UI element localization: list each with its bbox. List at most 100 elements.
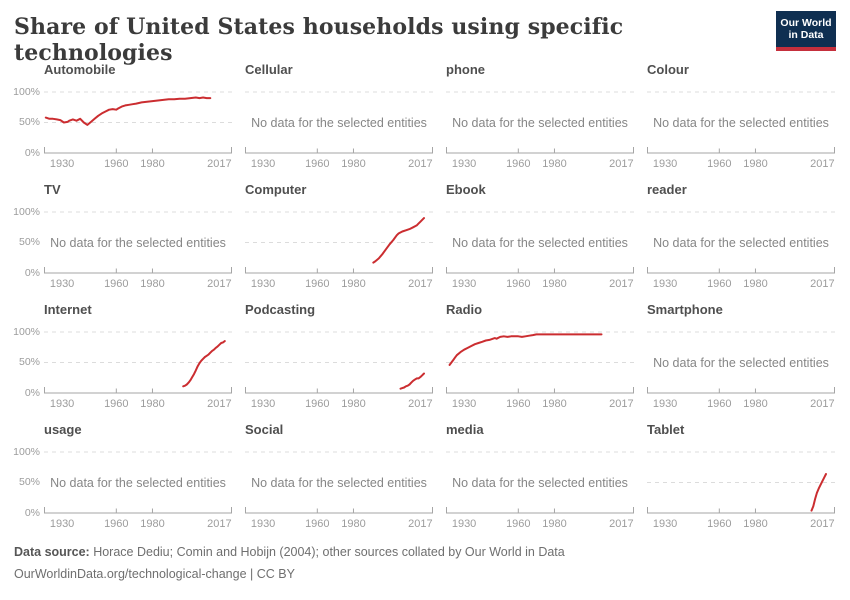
facet-title: Radio (446, 302, 483, 317)
facet-panel-radio: Radio 1930 1960 1980 2017 (446, 302, 634, 422)
empty-chart: 1930 1960 1980 2017 No data for the selected… (44, 211, 232, 290)
x-axis-label: 2017 (810, 278, 834, 290)
x-axis-label: 1980 (341, 518, 365, 530)
x-axis-label: 1980 (341, 158, 365, 170)
x-axis-label: 1960 (506, 398, 530, 410)
data-source-line: Data source: Horace Dediu; Comin and Hob… (14, 541, 565, 563)
no-data-message: No data for the selected entities (452, 236, 628, 250)
facet-title: reader (647, 182, 687, 197)
facet-title: Internet (44, 302, 92, 317)
facet-title: Cellular (245, 62, 293, 77)
facet-panel-computer: Computer 1930 1960 1980 2017 (245, 182, 433, 302)
small-multiples-grid: Automobile 100% 50% 0% 1930 1960 1980 2017 Cellu… (13, 62, 835, 542)
line-chart: 1930 1960 1980 2017 (446, 331, 634, 410)
x-axis-label: 1960 (707, 278, 731, 290)
y-axis-label: 50% (18, 476, 40, 488)
x-axis-label: 1980 (542, 278, 566, 290)
y-axis-label: 100% (13, 325, 40, 338)
x-axis-label: 1960 (506, 158, 530, 170)
x-axis-label: 2017 (207, 398, 231, 410)
y-axis-label: 100% (13, 85, 40, 98)
no-data-message: No data for the selected entities (50, 476, 226, 490)
y-axis-label: 50% (18, 236, 40, 248)
data-line (448, 333, 603, 366)
x-axis-label: 1980 (743, 398, 767, 410)
x-axis-label: 1930 (50, 518, 74, 530)
x-axis-label: 1960 (707, 398, 731, 410)
facet-panel-media: media 1930 1960 1980 2017 No data for the sel… (446, 422, 634, 542)
owid-logo-line2: in Data (788, 29, 824, 41)
x-axis-label: 1930 (251, 158, 275, 170)
x-axis-label: 1930 (452, 158, 476, 170)
x-axis-label: 1960 (104, 278, 128, 290)
data-line (44, 96, 212, 126)
x-axis-label: 1960 (506, 518, 530, 530)
line-chart: 1930 1960 1980 2017 (647, 451, 835, 530)
x-axis-label: 1980 (341, 398, 365, 410)
facet-title: Computer (245, 182, 307, 197)
x-axis-label: 1980 (140, 518, 164, 530)
line-chart: 1930 1960 1980 2017 (245, 331, 433, 410)
facet-panel-usage: usage 100% 50% 0% 1930 1960 1980 2017 No data fo… (13, 422, 232, 542)
line-chart: 1930 1960 1980 2017 (44, 331, 232, 410)
license-line: OurWorldinData.org/technological-change … (14, 567, 295, 581)
empty-chart: 1930 1960 1980 2017 No data for the selected… (647, 91, 835, 170)
x-axis-label: 2017 (207, 158, 231, 170)
x-axis-label: 1960 (104, 398, 128, 410)
facet-panel-tablet: Tablet 1930 1960 1980 2017 (647, 422, 835, 542)
x-axis-label: 1980 (743, 158, 767, 170)
no-data-message: No data for the selected entities (251, 476, 427, 490)
x-axis-label: 1960 (305, 158, 329, 170)
no-data-message: No data for the selected entities (653, 116, 829, 130)
chart-footer: Data source: Horace Dediu; Comin and Hob… (14, 541, 565, 585)
no-data-message: No data for the selected entities (452, 476, 628, 490)
x-axis-label: 1930 (452, 398, 476, 410)
facet-panel-cellular: Cellular 1930 1960 1980 2017 No data for the … (245, 62, 433, 182)
empty-chart: 1930 1960 1980 2017 No data for the selected… (647, 331, 835, 410)
x-axis-label: 2017 (207, 518, 231, 530)
x-axis-label: 1960 (305, 278, 329, 290)
facet-panel-colour: Colour 1930 1960 1980 2017 No data for the se… (647, 62, 835, 182)
facet-title: phone (446, 62, 485, 77)
x-axis-label: 1960 (707, 518, 731, 530)
x-axis-label: 1960 (104, 158, 128, 170)
data-source-label: Data source: (14, 545, 90, 559)
facet-panel-automobile: Automobile 100% 50% 0% 1930 1960 1980 2017 (13, 62, 232, 182)
line-chart: 1930 1960 1980 2017 (44, 91, 232, 170)
x-axis-label: 2017 (810, 518, 834, 530)
facet-title: Podcasting (245, 302, 316, 317)
y-axis-label: 0% (24, 266, 40, 279)
x-axis-label: 2017 (207, 278, 231, 290)
x-axis-label: 1960 (707, 158, 731, 170)
x-axis-label: 1980 (542, 518, 566, 530)
facet-title: Smartphone (647, 302, 723, 317)
x-axis-label: 2017 (408, 518, 432, 530)
empty-chart: 1930 1960 1980 2017 No data for the selected… (446, 91, 634, 170)
facet-panel-ebook: Ebook 1930 1960 1980 2017 No data for the sel… (446, 182, 634, 302)
x-axis-label: 2017 (408, 398, 432, 410)
facet-panel-internet: Internet 100% 50% 0% 1930 1960 1980 2017 (13, 302, 232, 422)
facet-title: TV (44, 182, 61, 197)
x-axis-label: 1930 (251, 278, 275, 290)
x-axis-label: 1930 (452, 278, 476, 290)
x-axis-label: 1980 (140, 158, 164, 170)
data-source-text: Horace Dediu; Comin and Hobijn (2004); o… (89, 545, 565, 559)
facet-panel-reader: reader 1930 1960 1980 2017 No data for the se… (647, 182, 835, 302)
x-axis-label: 2017 (408, 278, 432, 290)
x-axis-label: 2017 (810, 158, 834, 170)
x-axis-label: 1980 (341, 278, 365, 290)
x-axis-label: 2017 (609, 158, 633, 170)
x-axis-label: 1980 (542, 158, 566, 170)
empty-chart: 1930 1960 1980 2017 No data for the selected… (647, 211, 835, 290)
owid-logo-line1: Our World (780, 17, 832, 29)
data-line (372, 217, 425, 264)
data-line (182, 340, 226, 388)
x-axis-label: 1980 (743, 278, 767, 290)
x-axis-label: 1930 (452, 518, 476, 530)
no-data-message: No data for the selected entities (653, 356, 829, 370)
y-axis-label: 0% (24, 386, 40, 399)
no-data-message: No data for the selected entities (452, 116, 628, 130)
page-title: Share of United States households using … (14, 14, 624, 66)
x-axis-label: 2017 (609, 278, 633, 290)
x-axis-label: 1980 (743, 518, 767, 530)
